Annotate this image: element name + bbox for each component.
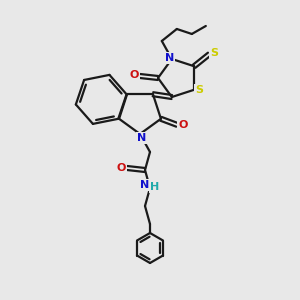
Text: O: O [116, 163, 126, 173]
Text: H: H [150, 182, 160, 192]
Text: O: O [129, 70, 139, 80]
Text: S: S [195, 85, 203, 95]
Text: O: O [178, 120, 188, 130]
Text: N: N [137, 133, 147, 143]
Text: N: N [165, 53, 174, 63]
Text: S: S [210, 48, 218, 58]
Text: N: N [140, 180, 150, 190]
